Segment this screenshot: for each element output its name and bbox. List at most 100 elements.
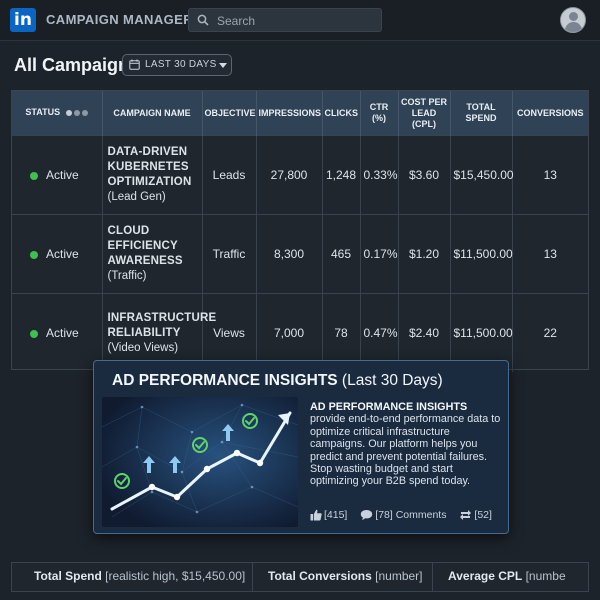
- header-conversions[interactable]: CONVERSIONS: [512, 91, 588, 136]
- linkedin-logo[interactable]: in: [10, 8, 36, 32]
- ad-insights-card[interactable]: AD PERFORMANCE INSIGHTS (Last 30 Days): [93, 360, 509, 534]
- date-range-dropdown[interactable]: LAST 30 DAYS: [122, 54, 232, 76]
- cpl-cell: $3.60: [398, 135, 451, 215]
- objective-cell: Views: [202, 293, 257, 372]
- active-status-icon: [30, 171, 38, 180]
- app-title: CAMPAIGN MANAGER: [46, 12, 193, 27]
- spend-cell: $11,500.00: [450, 293, 513, 372]
- thumbs-up-icon: [310, 510, 322, 521]
- insight-body-text: provide end-to-end performance data to o…: [310, 413, 501, 488]
- header-total-spend[interactable]: TOTAL SPEND: [450, 91, 513, 136]
- impressions-cell: 27,800: [256, 135, 323, 215]
- cpl-cell: $1.20: [398, 214, 451, 294]
- comment-count: [78] Comments: [375, 509, 447, 521]
- cpl-cell: $2.40: [398, 293, 451, 372]
- total-conversions-label: Total Conversions: [268, 569, 372, 583]
- average-cpl-label: Average CPL: [448, 569, 523, 583]
- table-row[interactable]: Active INFRASTRUCTURE RELIABILITY (Video …: [12, 293, 588, 372]
- table-row[interactable]: Active DATA-DRIVEN KUBERNETES OPTIMIZATI…: [12, 135, 588, 215]
- status-cell: Active: [12, 293, 103, 372]
- insight-description: AD PERFORMANCE INSIGHTS provide end-to-e…: [310, 401, 502, 488]
- campaign-type: (Video Views): [107, 341, 179, 354]
- campaigns-table: STATUS CAMPAIGN NAME OBJECTIVE IMPRESSIO…: [11, 90, 589, 372]
- calendar-icon: [129, 59, 140, 70]
- conversions-cell: 13: [512, 135, 588, 215]
- avatar-head: [569, 12, 578, 21]
- insight-title-period: (Last 30 Days): [337, 372, 443, 389]
- campaign-name[interactable]: DATA-DRIVEN KUBERNETES OPTIMIZATION: [107, 146, 192, 188]
- table-header-row: STATUS CAMPAIGN NAME OBJECTIVE IMPRESSIO…: [12, 91, 588, 136]
- status-cell: Active: [12, 135, 103, 215]
- clicks-cell: 465: [322, 214, 361, 294]
- header-objective[interactable]: OBJECTIVE: [202, 91, 257, 136]
- avatar-body: [565, 22, 582, 32]
- campaign-name-cell[interactable]: INFRASTRUCTURE RELIABILITY (Video Views): [102, 293, 217, 372]
- ctr-cell: 0.33%: [360, 135, 399, 215]
- header-status-label: STATUS: [25, 107, 61, 118]
- header-campaign-name[interactable]: CAMPAIGN NAME: [102, 91, 203, 136]
- clicks-cell: 1,248: [322, 135, 361, 215]
- campaign-name[interactable]: CLOUD EFFICIENCY AWARENESS: [107, 225, 183, 267]
- table-row[interactable]: Active CLOUD EFFICIENCY AWARENESS (Traffi…: [12, 214, 588, 294]
- insight-card-title: AD PERFORMANCE INSIGHTS (Last 30 Days): [112, 372, 443, 390]
- repost-button[interactable]: [52]: [459, 509, 492, 521]
- objective-cell: Traffic: [202, 214, 257, 294]
- avatar[interactable]: [560, 7, 586, 33]
- like-count: [415]: [324, 509, 348, 521]
- impressions-cell: 7,000: [256, 293, 323, 372]
- status-cell: Active: [12, 214, 103, 294]
- repost-icon: [460, 510, 472, 521]
- growth-chart-illustration: [102, 397, 298, 527]
- header-ctr[interactable]: CTR (%): [360, 91, 399, 136]
- ctr-cell: 0.17%: [360, 214, 399, 294]
- objective-cell: Leads: [202, 135, 257, 215]
- date-range-label: LAST 30 DAYS: [145, 59, 217, 70]
- ctr-cell: 0.47%: [360, 293, 399, 372]
- average-cpl-value: [numbe: [525, 569, 566, 583]
- campaign-name-cell[interactable]: DATA-DRIVEN KUBERNETES OPTIMIZATION (Lead…: [102, 135, 203, 215]
- footer-divider: [252, 563, 253, 591]
- header-status[interactable]: STATUS: [12, 91, 103, 136]
- status-text: Active: [46, 326, 79, 340]
- conversions-cell: 13: [512, 214, 588, 294]
- growth-graphic: [102, 397, 298, 527]
- total-spend-summary: Total Spend [realistic high, $15,450.00]: [34, 569, 245, 583]
- campaign-name[interactable]: INFRASTRUCTURE RELIABILITY: [107, 311, 217, 339]
- total-conversions-summary: Total Conversions [number]: [268, 569, 423, 583]
- comments-button[interactable]: [78] Comments: [360, 509, 446, 521]
- footer-divider: [432, 563, 433, 591]
- page-title: All Campaigns: [14, 55, 140, 75]
- active-status-icon: [30, 250, 38, 259]
- total-spend-label: Total Spend: [34, 569, 102, 583]
- status-dots-icon: [64, 108, 89, 119]
- impressions-cell: 8,300: [256, 214, 323, 294]
- chevron-down-icon: [219, 63, 227, 68]
- header-cpl[interactable]: COST PER LEAD (CPL): [398, 91, 451, 136]
- campaign-type: (Lead Gen): [107, 191, 166, 203]
- search-input[interactable]: [215, 11, 379, 31]
- like-button[interactable]: [415]: [310, 509, 347, 521]
- status-text: Active: [46, 168, 79, 182]
- header-clicks[interactable]: CLICKS: [322, 91, 361, 136]
- search-box[interactable]: [188, 8, 382, 32]
- conversions-cell: 22: [512, 293, 588, 372]
- insight-body-bold: AD PERFORMANCE INSIGHTS: [310, 401, 468, 413]
- active-status-icon: [30, 329, 38, 338]
- search-icon: [197, 14, 209, 26]
- header-impressions[interactable]: IMPRESSIONS: [256, 91, 323, 136]
- comment-icon: [361, 510, 373, 521]
- average-cpl-summary: Average CPL [numbe: [448, 569, 566, 583]
- top-bar: in CAMPAIGN MANAGER: [0, 0, 600, 41]
- total-spend-value: [realistic high, $15,450.00]: [105, 569, 246, 583]
- spend-cell: $11,500.00: [450, 214, 513, 294]
- reactions-bar: [415] [78] Comments [52]: [310, 509, 502, 521]
- spend-cell: $15,450.00: [450, 135, 514, 215]
- campaign-type: (Traffic): [107, 270, 147, 282]
- total-conversions-value: [number]: [375, 569, 423, 583]
- insight-title-bold: AD PERFORMANCE INSIGHTS: [112, 372, 338, 389]
- status-text: Active: [46, 247, 79, 261]
- summary-footer: Total Spend [realistic high, $15,450.00]…: [11, 562, 589, 592]
- campaign-name-cell[interactable]: CLOUD EFFICIENCY AWARENESS (Traffic): [102, 214, 203, 294]
- clicks-cell: 78: [322, 293, 361, 372]
- repost-count: [52]: [474, 509, 492, 521]
